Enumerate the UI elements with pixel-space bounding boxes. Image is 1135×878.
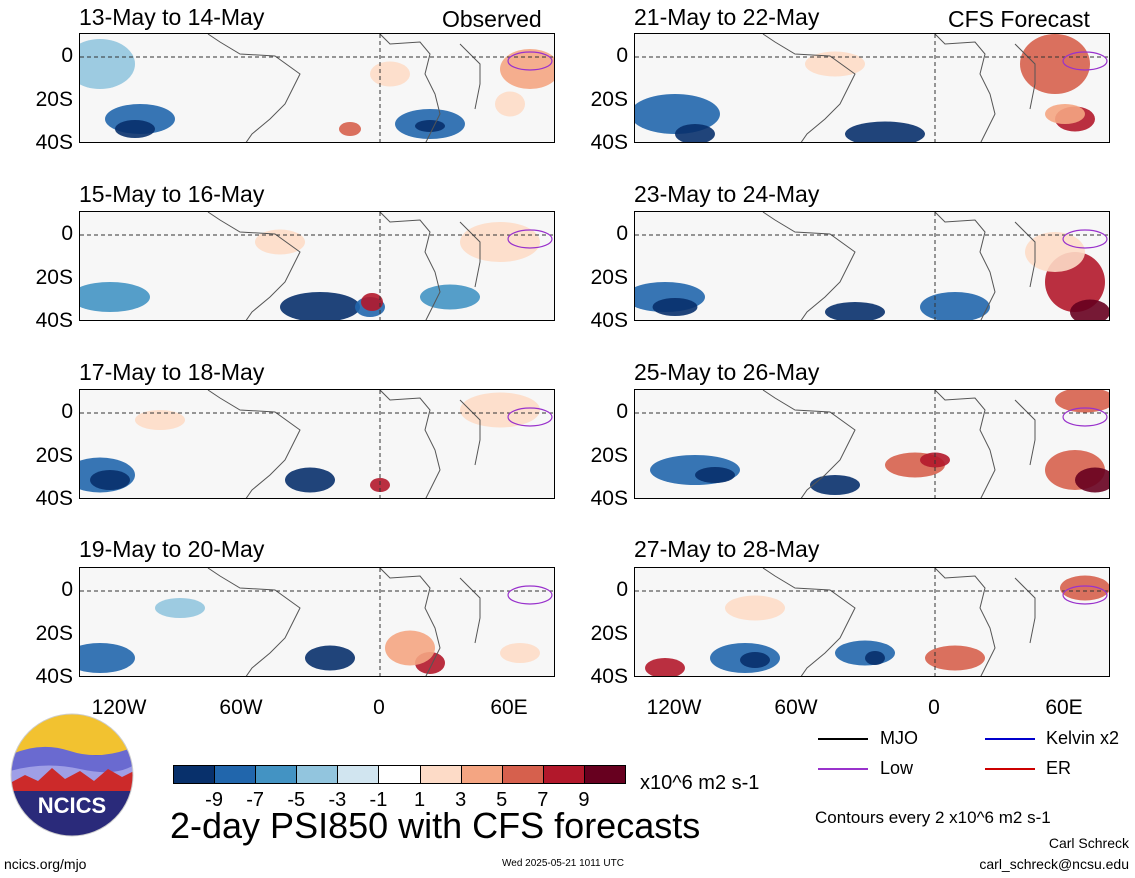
colorbar-label: 3 [455,789,467,811]
map-panel [634,389,1110,499]
panel-title: 15-May to 16-May [79,181,265,207]
longitude-label: 60W [219,696,263,719]
latitude-label: 20S [590,444,628,467]
longitude-label: 120W [91,696,147,719]
map-panel [634,211,1110,321]
colorbar-label: -5 [287,789,306,811]
latitude-label: 20S [590,88,628,111]
latitude-label: 0 [616,222,628,245]
panel-title: 19-May to 20-May [79,536,265,562]
colorbar-label: 7 [537,789,549,811]
panel-title: 23-May to 24-May [634,181,820,207]
site-url[interactable]: ncics.org/mjo [4,856,87,872]
colorbar-swatch [337,765,380,784]
latitude-label: 20S [35,444,73,467]
panel-title: 27-May to 28-May [634,536,820,562]
colorbar-label: -3 [328,789,347,811]
ncics-logo: NCICS [10,713,134,837]
author-email[interactable]: carl_schreck@ncsu.edu [979,856,1129,872]
colorbar-label: -7 [246,789,265,811]
colorbar-swatch [542,765,585,784]
latitude-label: 0 [61,44,73,67]
map-field [635,34,1109,142]
legend-er-line [985,768,1035,770]
longitude-label: 0 [373,696,385,719]
colorbar-swatch [501,765,544,784]
colorbar-label: -1 [369,789,388,811]
map-field [80,212,554,320]
latitude-label: 40S [35,665,73,688]
longitude-label: 60W [774,696,818,719]
map-field [635,212,1109,320]
latitude-label: 0 [61,578,73,601]
map-field [635,390,1109,498]
map-panel [634,567,1110,677]
panel-title: 17-May to 18-May [79,359,265,385]
legend-mjo-line [818,738,868,740]
latitude-label: 0 [61,222,73,245]
timestamp: Wed 2025-05-21 1011 UTC [502,858,624,869]
logo-text: NCICS [38,793,106,818]
colorbar-label: -9 [205,789,223,811]
latitude-label: 40S [590,665,628,688]
colorbar-label: 9 [578,789,590,811]
latitude-label: 20S [35,622,73,645]
latitude-label: 20S [35,266,73,289]
colorbar-swatch [255,765,298,784]
map-field [80,390,554,498]
main-title: 2-day PSI850 with CFS forecasts [170,805,701,846]
legend-mjo-label: MJO [880,728,918,748]
panel-title: 21-May to 22-May [634,4,820,30]
map-panel [79,211,555,321]
map-panel [79,567,555,677]
latitude-label: 20S [35,88,73,111]
latitude-label: 0 [616,44,628,67]
latitude-label: 0 [616,578,628,601]
legend-low-label: Low [880,758,914,778]
legend-low-line [818,768,868,770]
colorbar-swatch [419,765,462,784]
colorbar-swatch [173,765,216,784]
map-field [80,568,554,676]
latitude-label: 40S [35,309,73,332]
latitude-label: 40S [35,487,73,510]
map-panel [634,33,1110,143]
latitude-label: 0 [61,400,73,423]
latitude-label: 20S [590,266,628,289]
map-field [635,568,1109,676]
map-panel [79,33,555,143]
cfs-forecast-label: CFS Forecast [948,6,1090,32]
colorbar-label: 1 [413,789,426,811]
map-field [80,34,554,142]
longitude-label: 0 [928,696,940,719]
latitude-label: 40S [590,487,628,510]
panel-title: 13-May to 14-May [79,4,265,30]
latitude-label: 40S [590,131,628,154]
colorbar-swatch [460,765,503,784]
colorbar-label: 5 [496,789,508,811]
colorbar-units: x10^6 m2 s-1 [640,772,760,794]
latitude-label: 40S [35,131,73,154]
observed-label: Observed [442,6,542,32]
longitude-label: 60E [490,696,528,719]
panel-title: 25-May to 26-May [634,359,820,385]
latitude-label: 40S [590,309,628,332]
map-panel [79,389,555,499]
longitude-label: 120W [646,696,702,719]
longitude-label: 60E [1045,696,1083,719]
legend-er-label: ER [1046,758,1072,778]
colorbar-swatch [296,765,339,784]
author: Carl Schreck [1048,835,1129,851]
legend-kelvin-label: Kelvin x2 [1046,728,1120,748]
colorbar-swatch [378,765,421,784]
latitude-label: 0 [616,400,628,423]
colorbar-swatch [583,765,626,784]
colorbar-swatch [214,765,257,784]
latitude-label: 20S [590,622,628,645]
legend-kelvin-line [985,738,1035,740]
contour-note: Contours every 2 x10^6 m2 s-1 [815,808,1051,827]
